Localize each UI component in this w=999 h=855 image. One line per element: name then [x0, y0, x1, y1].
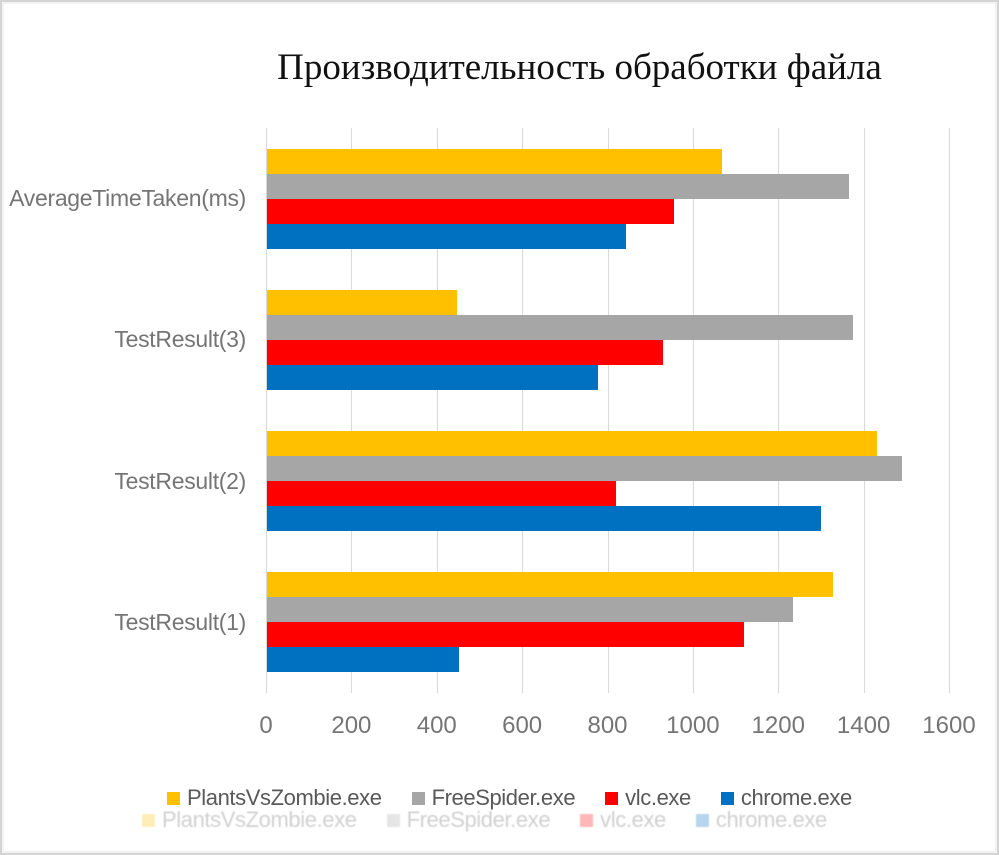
legend-swatch	[605, 791, 619, 805]
bar	[267, 314, 853, 340]
x-tick-label: 1200	[751, 712, 805, 739]
gridline	[778, 128, 780, 693]
legend-label: FreeSpider.exe	[406, 807, 551, 832]
category-label: TestResult(3)	[114, 326, 246, 353]
bar	[267, 572, 834, 598]
legend-item: vlc.exe	[580, 807, 666, 833]
bar	[267, 198, 675, 224]
gridline	[607, 128, 609, 693]
gridline	[863, 128, 865, 693]
bar	[267, 647, 459, 673]
bar	[267, 173, 850, 199]
legend-ghost-artifact: PlantsVsZombie.exe FreeSpider.exe vlc.exe c…	[142, 807, 827, 833]
bar-group	[266, 128, 950, 269]
legend-label: PlantsVsZombie.exe	[187, 785, 382, 810]
legend-item: PlantsVsZombie.exe	[167, 785, 382, 811]
x-tick-label: 1600	[922, 712, 976, 739]
x-tick-label: 1000	[666, 712, 720, 739]
bar	[267, 339, 664, 365]
legend: PlantsVsZombie.exe FreeSpider.exe vlc.exe c…	[167, 785, 852, 811]
gridline	[522, 128, 524, 693]
x-tick-label: 1400	[836, 712, 891, 739]
legend-swatch	[142, 813, 155, 827]
bar	[267, 622, 744, 648]
legend-item: vlc.exe	[605, 785, 691, 811]
bar	[267, 431, 878, 457]
legend-label: PlantsVsZombie.exe	[162, 807, 357, 832]
legend-item: chrome.exe	[695, 807, 827, 833]
chart-title: Производительность обработки файла	[277, 47, 882, 88]
legend-label: chrome.exe	[715, 807, 827, 832]
gridline	[436, 128, 438, 693]
x-tick-label: 0	[259, 712, 273, 739]
legend-label: vlc.exe	[625, 785, 691, 810]
legend-swatch	[695, 813, 709, 827]
bar-group	[266, 269, 950, 410]
bar	[267, 456, 902, 482]
legend-item: PlantsVsZombie.exe	[142, 807, 357, 833]
legend-label: FreeSpider.exe	[431, 785, 576, 810]
legend-swatch	[167, 791, 180, 805]
legend-swatch	[386, 813, 400, 827]
legend-item: chrome.exe	[720, 785, 852, 811]
x-tick-label: 400	[416, 712, 457, 739]
category-label: TestResult(1)	[114, 608, 246, 635]
bar-group	[266, 411, 950, 552]
legend-swatch	[411, 791, 425, 805]
x-tick-label: 200	[331, 712, 372, 739]
bar	[267, 148, 723, 174]
gridline	[351, 128, 353, 693]
category-label: AverageTimeTaken(ms)	[9, 185, 246, 212]
legend-item: FreeSpider.exe	[386, 807, 551, 833]
bar-group	[266, 552, 950, 693]
legend-item: FreeSpider.exe	[411, 785, 576, 811]
x-tick-label: 800	[587, 712, 628, 739]
gridline	[949, 128, 950, 693]
plot-area	[266, 128, 950, 693]
gridline	[266, 128, 267, 693]
legend-swatch	[580, 813, 594, 827]
legend-label: vlc.exe	[600, 807, 666, 832]
x-tick-label: 600	[502, 712, 543, 739]
gridline	[692, 128, 694, 693]
bar	[267, 506, 822, 532]
category-label: TestResult(2)	[114, 467, 246, 494]
bar	[267, 481, 616, 507]
bar	[267, 289, 457, 315]
legend-swatch	[720, 791, 734, 805]
bar	[267, 364, 598, 390]
bar	[267, 597, 793, 623]
bar	[267, 223, 626, 249]
legend-label: chrome.exe	[740, 785, 852, 810]
